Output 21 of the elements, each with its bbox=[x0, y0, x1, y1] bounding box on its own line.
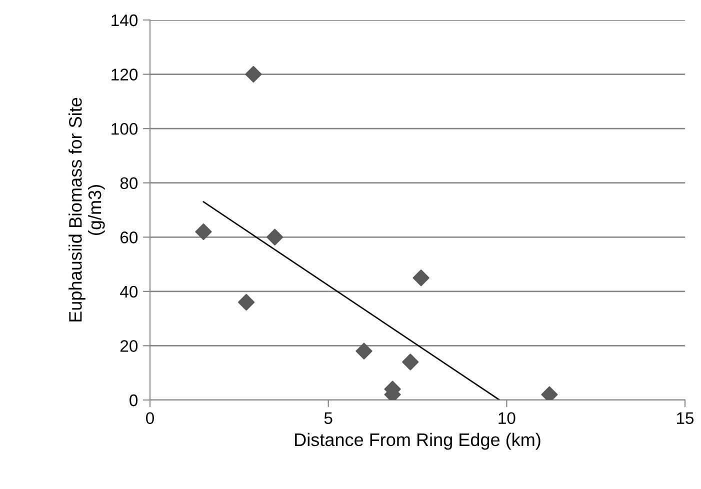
y-tick-label: 80 bbox=[120, 177, 138, 190]
point bbox=[245, 66, 262, 83]
y-tick-label: 0 bbox=[130, 394, 138, 406]
y-tick-label: 140 bbox=[112, 14, 138, 26]
x-tick-label: 15 bbox=[677, 412, 694, 424]
point bbox=[356, 342, 372, 360]
x-axis-title: Distance From Ring Edge (km) bbox=[295, 432, 540, 450]
x-tick-label: 10 bbox=[498, 412, 516, 424]
point bbox=[195, 223, 212, 240]
y-tick-label: 100 bbox=[112, 122, 138, 135]
y-tick-label: 40 bbox=[120, 286, 138, 298]
point bbox=[238, 294, 255, 311]
point bbox=[266, 228, 284, 246]
point bbox=[402, 354, 419, 370]
y-tick-label: 60 bbox=[120, 232, 138, 244]
x-tick-label: 0 bbox=[146, 412, 154, 424]
y-axis-title: Euphausiid Biomass for Site (g/m3) bbox=[68, 98, 105, 322]
y-tick-label: 20 bbox=[120, 340, 138, 352]
x-tick-label: 5 bbox=[324, 412, 332, 424]
y-tick-label: 120 bbox=[112, 68, 138, 80]
point bbox=[412, 270, 430, 286]
